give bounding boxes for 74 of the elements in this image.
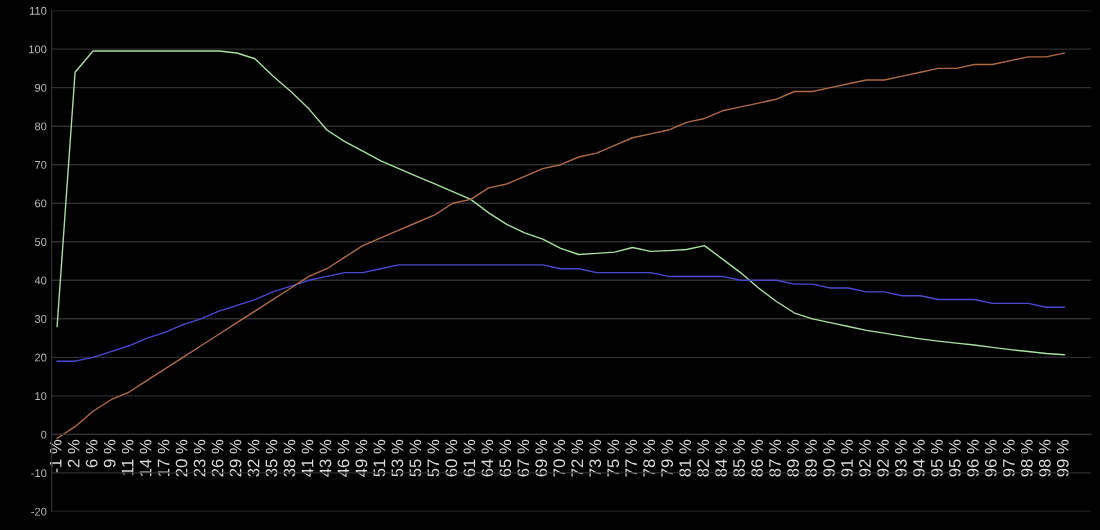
x-tick-label: 20 % (175, 439, 188, 477)
x-tick-label: 14 % (139, 439, 152, 476)
x-tick-label: 93 % (895, 439, 907, 477)
x-tick-label: 78 % (643, 439, 656, 477)
x-tick-label: 60 % (445, 439, 458, 477)
y-tick-label: 70 (35, 160, 47, 169)
x-tick-label: 86 % (751, 439, 763, 477)
x-tick-label: 89 % (787, 439, 799, 477)
y-tick-label: 30 (34, 315, 47, 323)
x-tick-label: 67 % (517, 439, 530, 477)
y-tick-label: 40 (34, 276, 47, 285)
x-tick-label: 43 % (319, 439, 332, 477)
x-tick-label: 2 % (67, 439, 80, 468)
x-tick-label: 87 % (769, 439, 781, 477)
x-tick-label: 32 % (247, 439, 260, 477)
x-tick-label: 75 % (607, 439, 620, 477)
x-tick-label: 65 % (499, 439, 512, 477)
x-tick-label: 17 % (157, 439, 170, 476)
x-tick-label: 85 % (733, 439, 745, 477)
y-tick-label: 50 (34, 238, 47, 246)
x-tick-label: 94 % (913, 439, 925, 477)
y-tick-label: 0 (41, 430, 47, 439)
x-tick-label: 55 % (409, 439, 422, 477)
x-tick-label: 95 % (948, 439, 961, 477)
x-tick-label: 69 % (535, 439, 548, 477)
x-tick-label: 26 % (211, 439, 224, 477)
x-tick-label: 35 % (265, 439, 278, 477)
x-tick-label: 92 % (859, 439, 871, 477)
x-tick-label: 70 % (553, 439, 566, 477)
x-tick-label: 9 % (103, 439, 116, 468)
y-tick-label: 10 (35, 392, 47, 400)
line-series (56, 50, 1065, 356)
x-tick-label: 97 % (1002, 439, 1015, 477)
y-tick-label: 20 (35, 353, 47, 362)
x-tick-label: 38 % (283, 439, 296, 477)
x-tick-label: 81 % (679, 439, 692, 477)
x-tick-label: 98 % (1038, 439, 1051, 477)
x-tick-label: 29 % (229, 439, 242, 477)
x-tick-label: 57 % (427, 439, 440, 477)
x-tick-label: 84 % (715, 439, 727, 477)
x-tick-label: 53 % (391, 439, 404, 477)
x-tick-label: 6 % (85, 439, 98, 468)
x-tick-label: 61 % (463, 439, 476, 477)
y-tick-label: -10 (31, 469, 47, 478)
x-tick-label: 89 % (805, 439, 817, 477)
x-tick-label: 64 % (481, 439, 494, 477)
y-tick-label: 80 (34, 122, 47, 131)
x-tick-label: 99 % (1056, 439, 1069, 477)
x-tick-label: 77 % (625, 439, 638, 477)
x-tick-label: 11 % (121, 439, 134, 475)
x-tick-label: 73 % (589, 439, 602, 477)
x-tick-label: 96 % (966, 439, 979, 477)
x-tick-label: 98 % (1020, 439, 1033, 477)
line-series (56, 52, 1065, 439)
x-tick-label: 90 % (823, 439, 835, 477)
x-tick-label: 95 % (931, 439, 943, 477)
x-tick-label: 23 % (193, 439, 206, 477)
x-tick-label: 92 % (877, 439, 889, 477)
y-tick-label: -20 (31, 507, 47, 516)
x-tick-label: 96 % (984, 439, 997, 477)
y-tick-label: 100 (29, 45, 47, 54)
y-tick-label: 110 (29, 6, 47, 15)
line-series (56, 264, 1065, 362)
y-tick-label: 90 (35, 83, 47, 92)
x-tick-label: 91 % (841, 439, 853, 477)
x-tick-label: 49 % (355, 439, 368, 477)
x-tick-label: -1 % (49, 439, 62, 473)
y-tick-label: 60 (35, 199, 47, 208)
x-tick-label: 79 % (661, 439, 674, 477)
x-tick-label: 82 % (697, 439, 710, 477)
x-tick-label: 72 % (571, 439, 584, 477)
x-tick-label: 41 % (301, 439, 314, 477)
x-tick-label: 51 % (373, 439, 386, 477)
x-tick-label: 46 % (337, 439, 350, 477)
